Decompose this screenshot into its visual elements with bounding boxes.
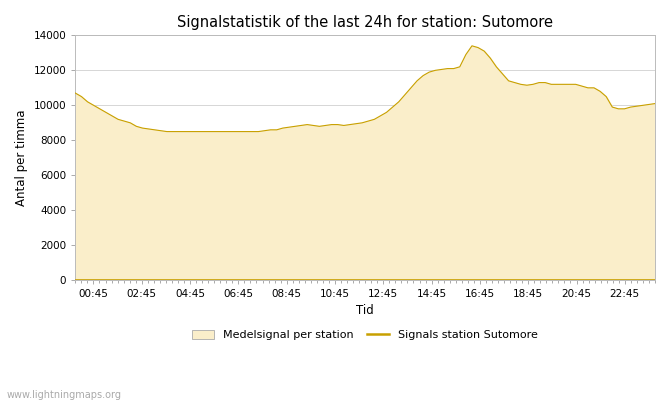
Y-axis label: Antal per timma: Antal per timma bbox=[15, 110, 28, 206]
Title: Signalstatistik of the last 24h for station: Sutomore: Signalstatistik of the last 24h for stat… bbox=[177, 15, 553, 30]
Text: www.lightningmaps.org: www.lightningmaps.org bbox=[7, 390, 122, 400]
X-axis label: Tid: Tid bbox=[356, 304, 374, 316]
Legend: Medelsignal per station, Signals station Sutomore: Medelsignal per station, Signals station… bbox=[189, 326, 541, 343]
